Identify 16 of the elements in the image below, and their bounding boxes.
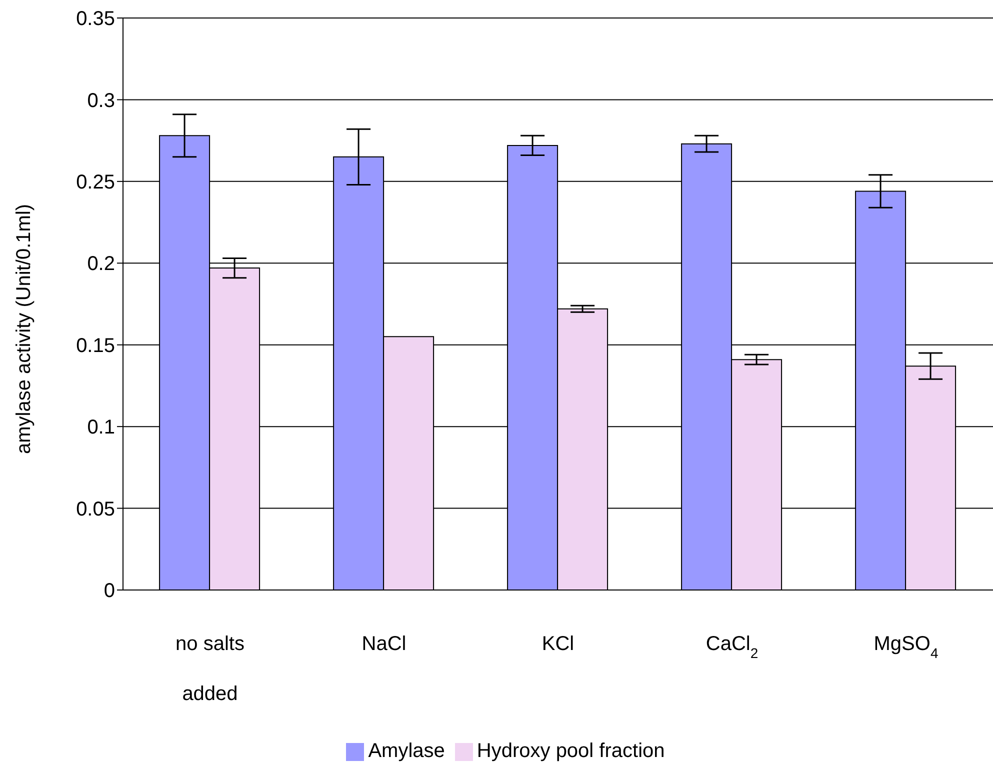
category-label: no salts added: [176, 633, 244, 705]
y-axis-title: amylase activity (Unit/0.1ml): [13, 204, 36, 454]
y-tick-label: 0.1: [87, 416, 115, 439]
y-tick-label: 0.25: [76, 172, 115, 194]
x-tick-label: NaCl: [362, 633, 406, 655]
y-tick-label: 0.2: [87, 253, 115, 276]
y-tick-label: 0.15: [76, 334, 115, 357]
y-tick-label: 0.3: [87, 90, 115, 112]
x-tick-label: MgSO$_{4}$: [874, 633, 938, 661]
legend-label: Hydroxy pool fraction: [476, 740, 665, 762]
y-tick-label: 0: [104, 580, 115, 602]
y-tick-label: 0.05: [76, 498, 115, 520]
x-tick-label: CaCl$_{2}$: [706, 633, 758, 661]
y-tick-label: 0.35: [76, 8, 115, 30]
legend-label: Amylase: [368, 740, 445, 762]
x-tick-label: KCl: [542, 633, 574, 655]
